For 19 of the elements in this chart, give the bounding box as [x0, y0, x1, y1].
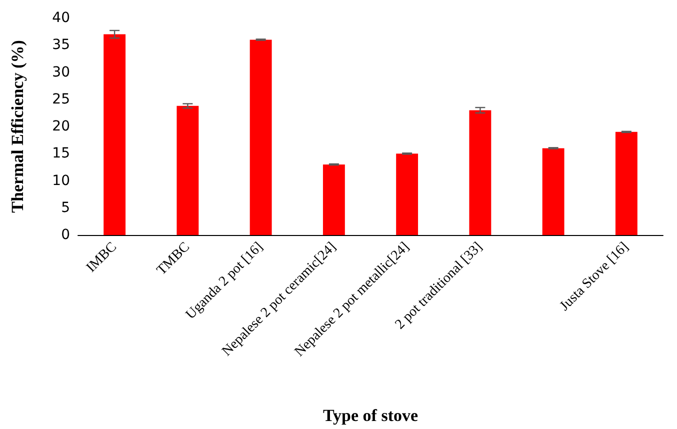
bar	[615, 132, 638, 235]
bar	[250, 40, 272, 235]
y-tick-label: 15	[52, 146, 70, 162]
y-tick-label: 0	[61, 227, 70, 243]
bar	[396, 154, 418, 235]
x-axis-title: Type of stove	[322, 406, 418, 425]
y-tick-label: 5	[61, 200, 70, 216]
bar	[542, 148, 564, 235]
y-tick-label: 20	[52, 118, 70, 134]
y-axis-title: Thermal Efficiency (%)	[8, 40, 27, 213]
bar	[104, 34, 126, 235]
y-tick-label: 40	[52, 10, 70, 26]
y-tick-label: 35	[52, 37, 70, 54]
bar	[176, 106, 199, 235]
y-tick-label: 10	[52, 172, 70, 189]
bar	[469, 110, 492, 235]
y-tick-label: 30	[52, 64, 70, 80]
y-tick-label: 25	[52, 91, 70, 108]
bar	[322, 164, 345, 235]
